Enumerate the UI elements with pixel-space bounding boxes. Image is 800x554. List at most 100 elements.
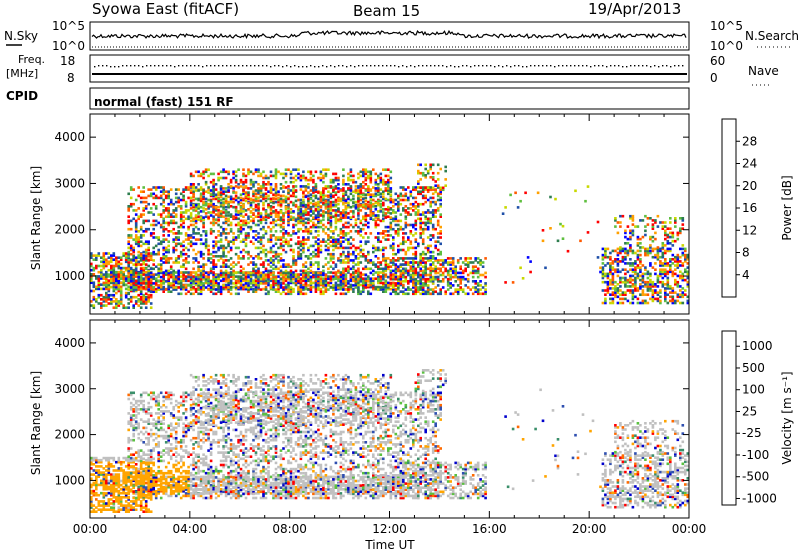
data-cell — [426, 190, 430, 193]
data-cell — [169, 200, 173, 204]
data-cell — [227, 219, 230, 223]
nave-dot — [234, 65, 236, 67]
data-cell — [234, 170, 238, 174]
data-cell — [242, 267, 245, 271]
data-cell — [324, 203, 328, 207]
data-cell — [182, 221, 185, 225]
data-cell — [232, 282, 235, 285]
data-cell — [254, 230, 258, 233]
data-cell — [307, 197, 310, 201]
data-cell — [282, 185, 285, 188]
data-cell — [282, 172, 285, 176]
data-cell — [209, 286, 213, 289]
data-cell — [299, 285, 303, 289]
data-cell — [194, 281, 198, 285]
data-cell — [194, 219, 198, 223]
data-cell — [232, 240, 235, 243]
freq-tick-bottom: 8 — [67, 71, 75, 85]
data-cell — [419, 280, 422, 283]
data-cell — [417, 211, 420, 214]
data-cell — [329, 277, 333, 281]
data-cell — [174, 236, 178, 239]
data-cell — [302, 286, 305, 289]
data-cell — [247, 279, 250, 283]
data-cell — [399, 271, 403, 274]
data-cell — [309, 201, 313, 205]
data-cell — [184, 284, 188, 287]
data-cell — [426, 219, 430, 223]
data-cell — [474, 288, 477, 291]
data-cell — [137, 242, 140, 246]
data-cell — [189, 275, 193, 279]
data-cell — [434, 190, 437, 194]
data-cell — [479, 292, 482, 296]
data-cell — [199, 277, 203, 281]
data-cell — [247, 263, 250, 266]
data-cell — [354, 286, 358, 289]
nsky-tick-top: 10^5 — [52, 19, 85, 33]
data-cell — [105, 281, 108, 284]
data-cell — [147, 194, 150, 198]
data-cell — [252, 221, 255, 225]
data-cell — [609, 283, 612, 286]
data-cell — [219, 193, 223, 196]
data-cell — [127, 234, 130, 237]
nave-dot — [238, 65, 240, 67]
data-cell — [481, 286, 485, 289]
data-cell — [309, 225, 313, 229]
data-cell — [374, 208, 378, 211]
data-cell — [359, 234, 363, 237]
data-cell — [372, 273, 375, 276]
data-cell — [312, 178, 315, 182]
nave-dot — [422, 65, 424, 67]
data-cell — [399, 290, 403, 293]
data-cell — [107, 289, 111, 293]
data-cell — [164, 288, 168, 291]
data-cell — [184, 234, 188, 237]
data-cell — [369, 195, 373, 199]
data-cell — [279, 199, 283, 203]
data-cell — [307, 170, 310, 174]
data-cell — [409, 223, 413, 227]
data-cell — [407, 238, 410, 241]
data-cell — [414, 280, 418, 283]
data-cell — [384, 273, 388, 277]
data-cell — [347, 265, 350, 268]
data-cell — [404, 263, 408, 266]
data-cell — [429, 186, 432, 189]
data-cell — [157, 275, 160, 278]
data-cell — [229, 180, 233, 184]
data-cell — [187, 186, 190, 189]
data-cell — [314, 255, 318, 258]
data-cell — [324, 277, 328, 280]
data-cell — [337, 284, 340, 287]
data-cell — [372, 193, 375, 196]
data-cell — [419, 232, 422, 235]
data-cell — [234, 238, 238, 241]
data-cell — [169, 284, 173, 287]
data-cell — [439, 232, 442, 235]
data-cell — [354, 280, 358, 283]
data-cell — [426, 209, 430, 212]
data-cell — [212, 172, 215, 176]
data-cell — [359, 248, 363, 252]
data-cell — [464, 263, 467, 266]
data-cell — [154, 223, 158, 227]
data-cell — [382, 257, 385, 260]
data-cell — [282, 259, 285, 262]
data-cell — [409, 275, 413, 279]
data-cell — [127, 209, 130, 212]
data-cell — [372, 202, 375, 206]
data-cell — [397, 279, 400, 283]
data-cell — [444, 169, 447, 173]
data-cell — [159, 281, 163, 285]
data-cell — [134, 268, 138, 272]
data-cell — [182, 279, 185, 283]
data-cell — [407, 282, 410, 285]
data-cell — [284, 287, 288, 291]
data-cell — [357, 246, 360, 250]
data-cell — [172, 246, 175, 250]
data-cell — [202, 273, 205, 277]
data-cell — [169, 271, 173, 274]
data-cell — [222, 285, 225, 289]
